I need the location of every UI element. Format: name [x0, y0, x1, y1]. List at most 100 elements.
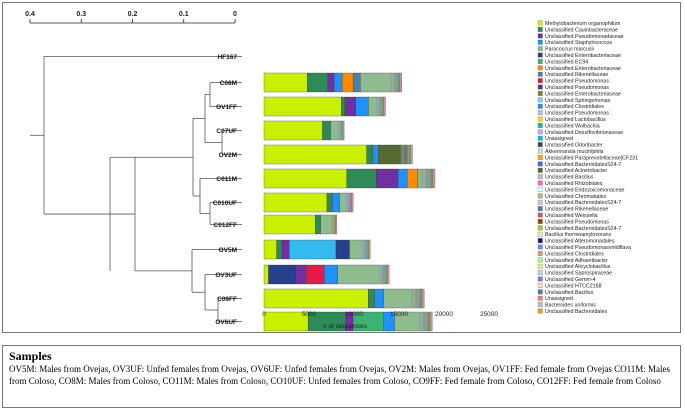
legend-swatch — [537, 91, 543, 96]
bar-segment-minor — [384, 265, 387, 284]
legend-swatch — [537, 65, 543, 71]
bar-segment-minor — [362, 240, 365, 259]
legend-entry: Unclassified EC94 — [545, 59, 588, 65]
bar-segment-minor — [339, 121, 341, 140]
bar-segment-minor — [343, 121, 345, 140]
x-tick-label: 25000 — [480, 311, 498, 318]
legend-swatch — [537, 187, 543, 192]
legend-entry: Unclassified Clostridiales — [545, 251, 604, 257]
sample-label: C07UF — [216, 128, 237, 135]
legend-entry: Unclassified Pseudomonas — [545, 219, 609, 225]
bar-segment-minor — [404, 145, 406, 164]
legend-swatch — [537, 71, 543, 77]
bar-segment-minor — [426, 312, 429, 331]
bar-segment-minor — [425, 169, 428, 188]
sample-label: OV2M — [219, 152, 237, 159]
legend-entry: Bacteroides uniformis — [545, 303, 596, 309]
bar-segment-minor — [352, 193, 354, 212]
bar-segment-minor — [368, 240, 371, 259]
bar-segment-minor — [377, 97, 379, 116]
legend-swatch — [537, 161, 543, 167]
sample-label: OV3UF — [215, 272, 237, 279]
legend-entry: Akkermansia muciniphila — [545, 149, 604, 155]
legend-entry: Unclassified Pseudomonadaceae — [545, 34, 624, 40]
bar-segment-minor — [409, 145, 411, 164]
legend-entry: Unassigned — [545, 296, 573, 302]
legend-swatch — [537, 129, 543, 135]
caption-box: Samples OV5M: Males from Ovejas, OV3UF: … — [2, 345, 681, 408]
legend-swatch — [537, 295, 543, 301]
bar-segment-minor — [332, 215, 334, 234]
caption-body: OV5M: Males from Ovejas, OV3UF: Unfed fe… — [9, 364, 671, 386]
bar-segment-minor — [383, 265, 385, 284]
x-tick-label: 5000 — [302, 311, 317, 318]
legend-entry: Unclassified Caulobacteraceae — [545, 27, 618, 33]
bar-segment-minor — [396, 73, 399, 92]
legend-entry: Unclassified Desulfovibrionaceae — [545, 130, 623, 136]
sample-label: OV5M — [219, 247, 237, 254]
sample-label: OV1FF — [216, 104, 237, 111]
bar-segment-minor — [365, 240, 367, 259]
bar-segment-minor — [400, 73, 402, 92]
bar-segment-minor — [346, 193, 349, 212]
legend-swatch — [537, 257, 543, 263]
x-tick-label: 10000 — [345, 311, 363, 318]
legend-entry: Unclassified Chromatiales — [545, 194, 607, 200]
sample-label: C012FF — [214, 222, 238, 229]
legend-entry: Unclassified Rhizobiales — [545, 181, 603, 187]
legend-swatch — [537, 302, 543, 308]
bar-segment-minor — [331, 215, 332, 234]
bar-segment-minor — [395, 73, 397, 92]
legend-entry: Unclassified Enterobacteriaceae — [545, 91, 621, 97]
legend-swatch — [537, 225, 543, 231]
legend-swatch — [537, 308, 543, 314]
legend-entry: Unclassified Bacteroidales — [545, 309, 607, 315]
legend-entry: Unclassified Odoribacter — [545, 143, 603, 149]
bar-segment-minor — [333, 215, 335, 234]
legend-entry: Unclassified Enterobacteriaceae — [545, 66, 621, 72]
legend-entry: Unclassified Rikenellaceae — [545, 207, 608, 213]
legend-entry: Unclassified BacteroidalesS24-7 — [545, 200, 621, 206]
bar-segment-minor — [416, 289, 419, 308]
legend-swatch — [537, 27, 543, 32]
bar-segment-minor — [341, 121, 343, 140]
chart-svg: 0.4 0.3 0.2 0.1 0 HF167 C08M OV1FF C07UF OV2M C01… — [25, 11, 638, 332]
bar-segment-minor — [348, 193, 350, 212]
bar-segment-minor — [390, 73, 393, 92]
bar-segment-minor — [380, 265, 382, 284]
bar-segment-minor — [431, 169, 434, 188]
bar-segment-minor — [375, 97, 378, 116]
bar-segment-minor — [340, 121, 342, 140]
bar-segment-minor — [405, 145, 408, 164]
legend-entry: Unclassified Bacillus — [545, 290, 594, 296]
sample-label: C09FF — [217, 296, 237, 303]
legend-swatch — [537, 276, 543, 282]
legend-entry: Unclassified Adhaeribacter — [545, 258, 608, 264]
x-tick-label: 15000 — [390, 311, 408, 318]
legend-entry: Unclassified Wolbachia — [545, 123, 600, 129]
legend-swatch — [537, 59, 543, 64]
caption-title: Samples — [9, 349, 52, 363]
legend-entry: Unclassified Bacillus — [545, 175, 594, 181]
bar-segment-minor — [411, 289, 414, 308]
bar-segment-minor — [400, 145, 403, 164]
bar-segment-minor — [423, 169, 426, 188]
scale-tick-label: 0.2 — [128, 11, 138, 18]
legend-swatch — [537, 39, 543, 45]
legend-swatch — [537, 206, 543, 212]
bar-segment-minor — [350, 193, 352, 212]
legend-swatch — [537, 212, 543, 218]
legend-entry: Unclassified Pseudomonas — [545, 111, 609, 117]
legend-entry: Bacillus thermoamylovorans — [545, 232, 612, 238]
sample-label: OV6UF — [215, 319, 237, 326]
legend-swatch — [537, 180, 543, 186]
bar-segment-minor — [398, 73, 401, 92]
legend-swatch — [537, 33, 543, 39]
legend-entry: Unclassified Endozoicomonaceae — [545, 187, 625, 193]
sample-label: C010UF — [213, 200, 237, 207]
legend-swatch — [537, 174, 543, 180]
bar-segment-minor — [418, 289, 421, 308]
legend-entry: Unclassified Pseudomonas — [545, 85, 609, 91]
scale-tick-label: 0.1 — [179, 11, 189, 18]
bar-segment-minor — [366, 240, 368, 259]
